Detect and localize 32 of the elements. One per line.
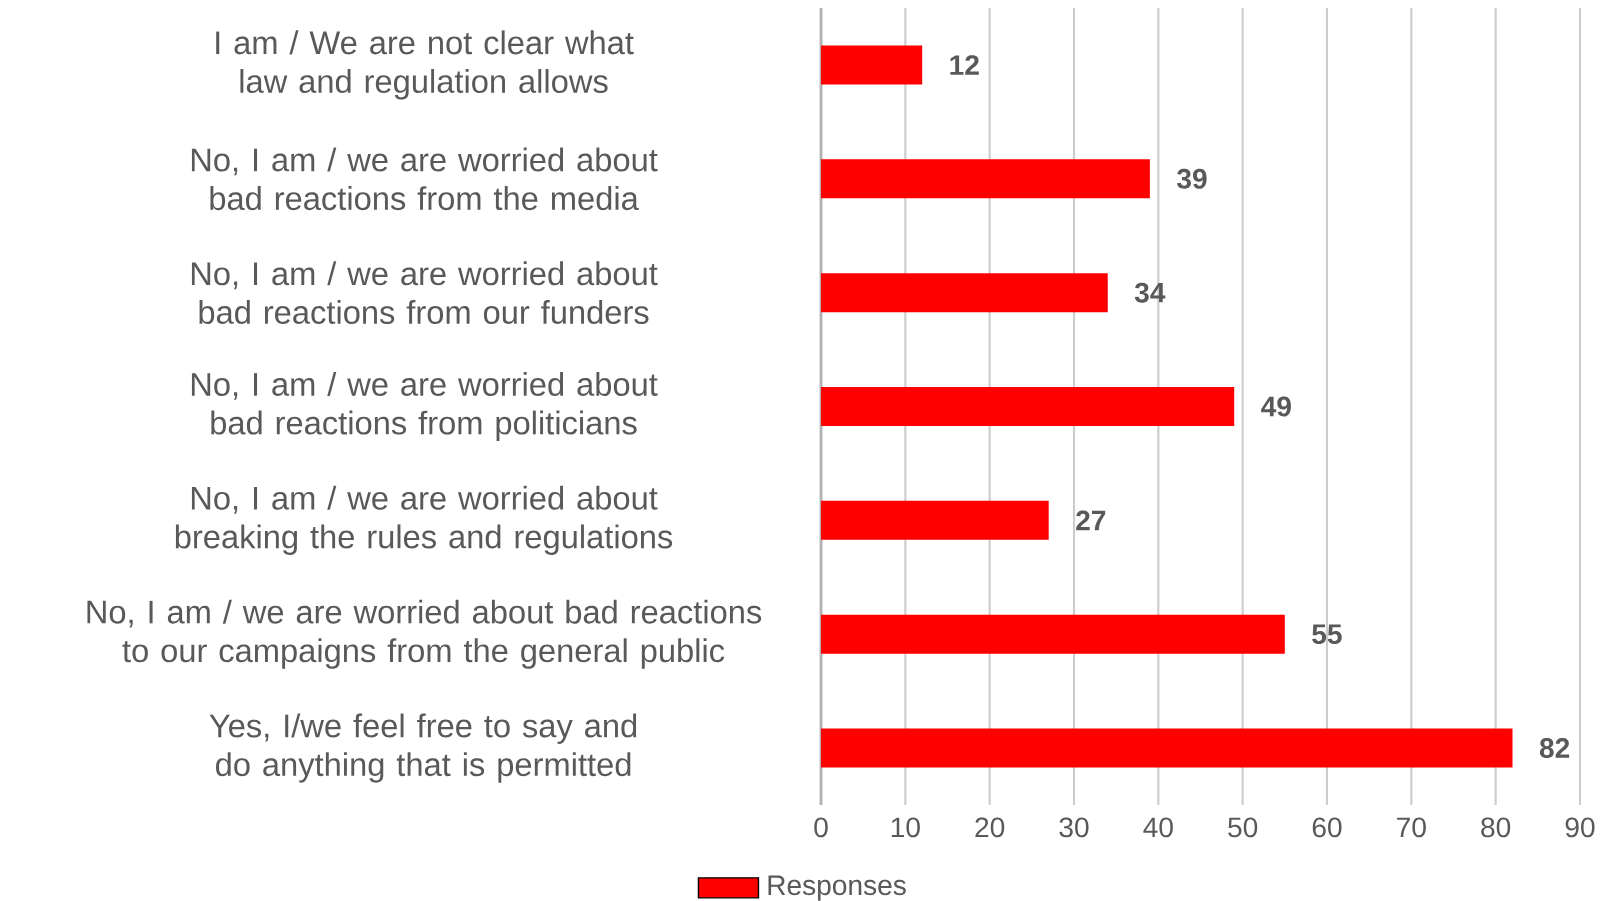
- x-tick-label: 20: [975, 817, 1005, 838]
- y-tick-label: Yes, I/we feel free to say and do anything that is permitted: [209, 713, 637, 783]
- bar: [821, 387, 1235, 427]
- x-tick-label: 60: [1312, 817, 1342, 838]
- y-tick-label: No, I am / we are worried about bad reactions from the media: [191, 147, 658, 211]
- data-label: 49: [1261, 396, 1291, 417]
- x-tick-label: 90: [1565, 817, 1595, 838]
- data-label: 55: [1312, 624, 1342, 645]
- data-label: 27: [1076, 510, 1106, 531]
- y-tick-label: No, I am / we are worried about bad reactions to our campaigns from the general public: [87, 599, 762, 669]
- x-tick-label: 50: [1228, 817, 1258, 838]
- data-label: 34: [1134, 282, 1166, 303]
- x-tick-label: 10: [891, 817, 920, 838]
- y-tick-label: I am / We are not clear what law and regulation allows: [216, 30, 634, 100]
- bar: [821, 500, 1049, 540]
- x-tick-label: 80: [1481, 817, 1511, 838]
- legend-label: Responses: [768, 875, 906, 901]
- x-tick-label: 70: [1397, 817, 1426, 838]
- data-label: 39: [1177, 168, 1207, 189]
- bar: [821, 728, 1513, 768]
- x-tick-label: 40: [1143, 817, 1173, 838]
- bar: [821, 614, 1285, 654]
- x-tick-label: 0: [814, 817, 828, 838]
- y-tick-label: No, I am / we are worried about bad reactions from politicians: [191, 371, 658, 442]
- y-tick-label: No, I am / we are worried about bad reactions from our funders: [191, 261, 658, 324]
- x-tick-label: 30: [1059, 817, 1089, 838]
- bar: [821, 273, 1108, 313]
- data-label: 12: [950, 55, 979, 75]
- data-label: 82: [1539, 738, 1570, 759]
- y-tick-label: No, I am / we are worried about breaking the rules and regulations: [175, 485, 673, 555]
- bar: [821, 45, 923, 85]
- bar: [821, 159, 1150, 199]
